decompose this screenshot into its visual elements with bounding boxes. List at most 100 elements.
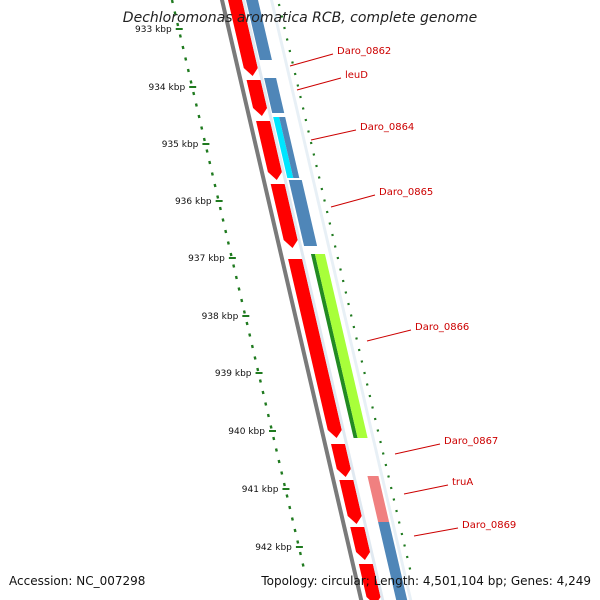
scale-dot <box>242 310 246 314</box>
scale-dot <box>176 22 180 27</box>
genome-summary: Topology: circular; Length: 4,501,104 bp… <box>261 574 591 588</box>
scale-label: 941 kbp <box>242 485 279 495</box>
scale-label: 940 kbp <box>228 427 265 437</box>
scale-dot <box>184 57 188 61</box>
forward-gene-arrow <box>350 527 371 560</box>
topology-text: Topology: circular; <box>261 574 370 588</box>
scale-dot <box>194 103 198 107</box>
gene-label-leader <box>394 443 441 455</box>
scale-dot <box>192 91 196 96</box>
scale-dot <box>229 252 233 257</box>
scale-label: 938 kbp <box>202 312 239 322</box>
gene-label[interactable]: Daro_0869 <box>462 520 516 531</box>
scale-dot <box>301 563 305 567</box>
scale-dot <box>285 494 289 498</box>
scale-label: 935 kbp <box>162 140 199 150</box>
scale-dot <box>221 218 225 222</box>
feature-band <box>279 117 300 178</box>
scale-dot <box>237 287 241 291</box>
scale-dot <box>272 436 276 441</box>
scale-dot <box>208 160 212 165</box>
track-guide <box>269 0 413 600</box>
scale-label: 937 kbp <box>188 254 225 264</box>
scale-dot <box>205 149 209 153</box>
scale-dot <box>232 264 236 268</box>
scale-dot <box>240 298 244 303</box>
feature-band <box>314 254 368 438</box>
forward-gene-arrow <box>288 259 342 438</box>
genome-backbone <box>219 0 364 600</box>
scale-dot <box>253 356 257 360</box>
scale-dot <box>226 241 230 245</box>
scale-dot <box>216 195 220 199</box>
gene-label[interactable]: truA <box>452 477 473 488</box>
scale-dot <box>261 390 265 395</box>
scale-dot <box>213 183 217 188</box>
forward-gene-arrow <box>246 80 268 116</box>
genome-title: Dechloromonas aromatica RCB, complete ge… <box>122 10 478 26</box>
scale-dot <box>178 34 182 38</box>
scale-dot <box>234 275 238 280</box>
scale-dot <box>293 528 297 533</box>
forward-gene-arrow <box>358 564 381 600</box>
feature-band <box>264 78 285 113</box>
scale-dot <box>250 344 254 349</box>
scale-dot <box>269 425 273 429</box>
scale-dot <box>210 172 214 176</box>
scale-dot <box>256 367 260 372</box>
scale-label: 939 kbp <box>215 369 252 379</box>
scale-dot <box>181 45 185 50</box>
scale-dot <box>218 206 222 211</box>
scale-label: 933 kbp <box>135 25 172 35</box>
scale-dot <box>296 540 300 544</box>
scale-dot <box>200 126 204 130</box>
forward-gene-arrow <box>331 444 351 477</box>
scale-dot <box>280 471 284 475</box>
scale-dot <box>298 551 302 556</box>
scale-label: 934 kbp <box>148 83 185 93</box>
gene-label-leader <box>296 77 342 91</box>
gene-label-leader <box>403 484 449 495</box>
scale-label: 936 kbp <box>175 197 212 207</box>
gene-label-leader <box>310 129 357 141</box>
gene-label[interactable]: Daro_0862 <box>337 46 391 57</box>
scale-dot <box>202 137 206 142</box>
scale-dot <box>186 68 190 73</box>
feature-band <box>273 117 294 178</box>
accession-text: Accession: NC_007298 <box>9 574 146 588</box>
gene-label[interactable]: leuD <box>345 70 368 81</box>
gene-label[interactable]: Daro_0866 <box>415 322 469 333</box>
length-text: Length: 4,501,104 bp; <box>373 574 508 588</box>
gene-count-text: Genes: 4,249 <box>510 574 591 588</box>
scale-dot <box>258 379 262 383</box>
scale-dot <box>245 321 249 326</box>
scale-dot <box>288 505 292 510</box>
feature-band <box>310 254 358 438</box>
gene-label-leader <box>366 329 412 342</box>
forward-gene-arrow <box>256 121 282 180</box>
gene-label-leader <box>413 527 459 537</box>
feature-band <box>245 0 272 60</box>
scale-dot <box>248 333 252 337</box>
gene-label[interactable]: Daro_0865 <box>379 187 433 198</box>
gene-label[interactable]: Daro_0867 <box>444 436 498 447</box>
scale-label: 942 kbp <box>255 543 292 553</box>
gene-label[interactable]: Daro_0864 <box>360 122 414 133</box>
scale-dot <box>170 0 174 4</box>
track-guide <box>241 0 385 600</box>
gene-label-leader <box>289 53 334 67</box>
scale-dot <box>189 80 193 84</box>
scale-dot <box>277 459 281 464</box>
scale-dot <box>290 517 294 521</box>
feature-band <box>378 522 408 600</box>
feature-band <box>367 476 390 522</box>
scale-dot <box>282 482 286 487</box>
scale-dot <box>266 413 270 418</box>
scale-dot <box>173 11 177 15</box>
scale-dot <box>224 229 228 234</box>
scale-dot <box>274 448 278 452</box>
forward-gene-arrow <box>270 184 298 248</box>
scale-dot <box>197 114 201 119</box>
